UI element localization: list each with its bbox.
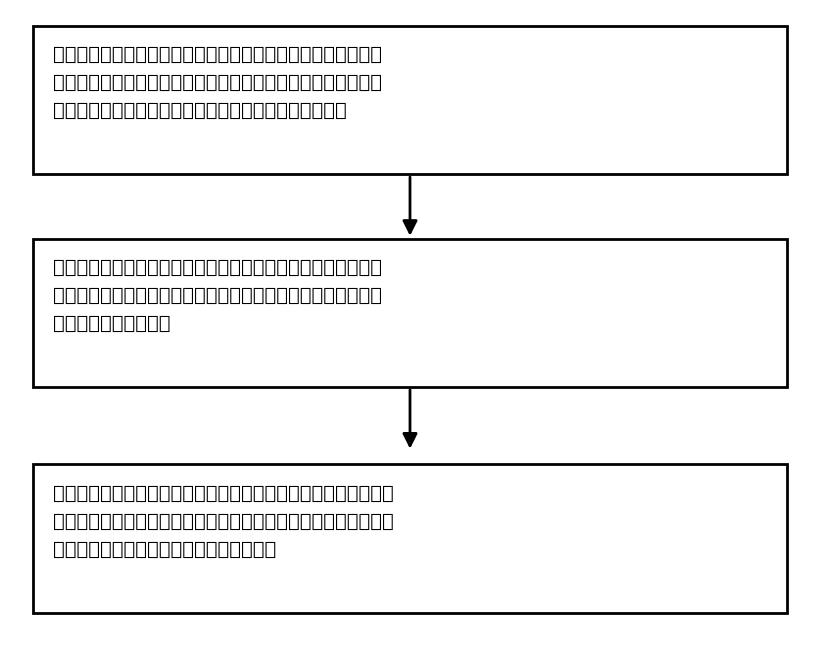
Text: 将记录的所述信息输入预先构建决策表，以当前主轴切削的能耗区
间最为约束条件生成所有的功率补偿方案，控制数控机床的进给速
率，并调整温度及湿度，使得功耗达到最小: 将记录的所述信息输入预先构建决策表，以当前主轴切削的能耗区 间最为约束条件生成所… (53, 484, 394, 559)
Bar (33, 239, 786, 387)
Text: 对数控机床的存储堆栈、通信网络及外设模块进行初始化，验证
存储堆栈的有效性，设置所述通信网络中的总线通信速率的最大
值为以太网总线循环周期，读取当前主轴切削的能: 对数控机床的存储堆栈、通信网络及外设模块进行初始化，验证 存储堆栈的有效性，设置… (53, 45, 382, 120)
Text: 实时监控主轴切削的能耗状态，并记录信息，其中，所述信息包
括切削的热功率误差及对所述热功率误差进行补偿执行的额外功
率和对应时刻的温湿度: 实时监控主轴切削的能耗状态，并记录信息，其中，所述信息包 括切削的热功率误差及对… (53, 258, 382, 333)
Bar (33, 26, 786, 174)
Bar (33, 464, 786, 613)
